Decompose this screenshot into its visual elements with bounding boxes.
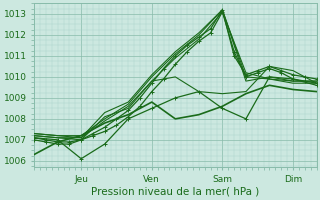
- X-axis label: Pression niveau de la mer( hPa ): Pression niveau de la mer( hPa ): [91, 187, 260, 197]
